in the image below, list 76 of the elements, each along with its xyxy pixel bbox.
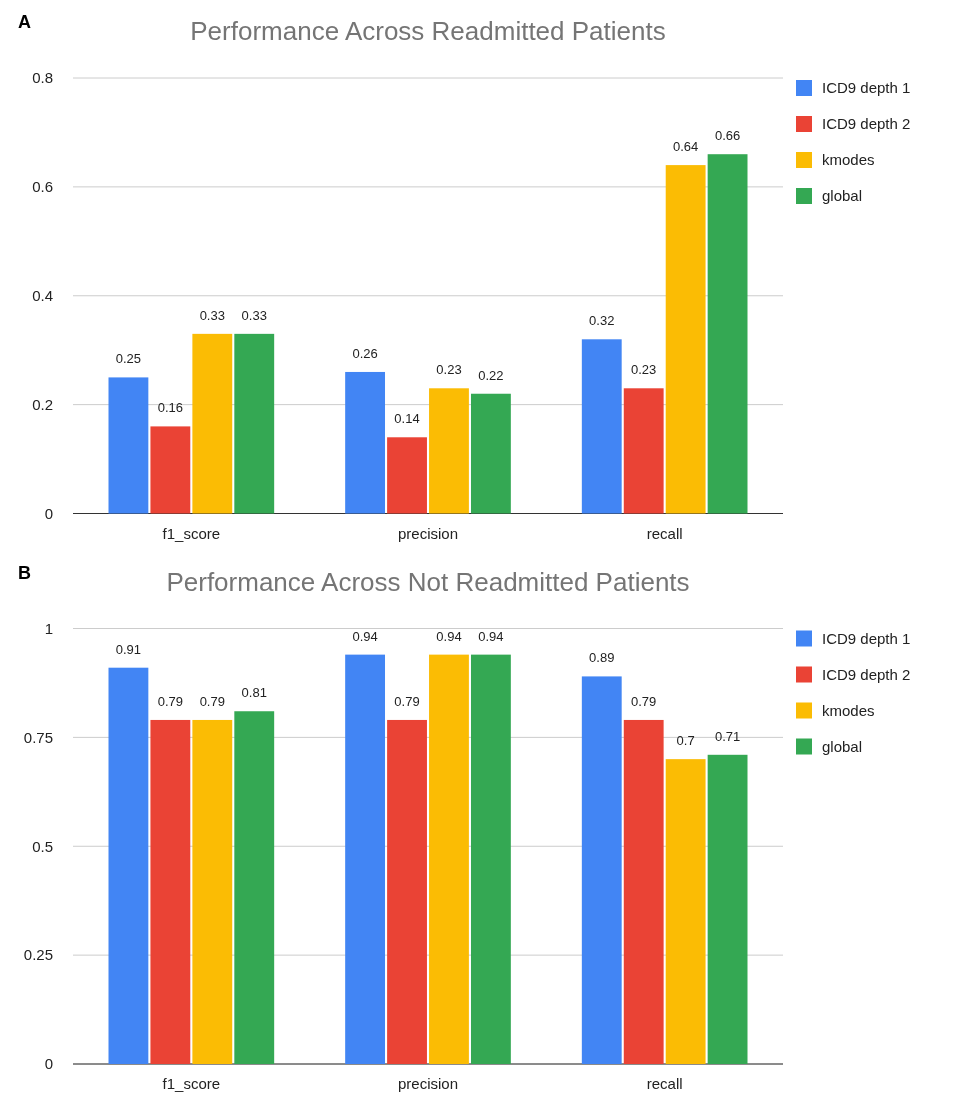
data-label: 0.79 (394, 693, 420, 709)
bar (581, 339, 622, 514)
legend-label: kmodes (822, 701, 875, 719)
bar (150, 426, 191, 514)
x-tick-label: precision (397, 524, 459, 542)
bar (108, 667, 149, 1064)
bar (192, 719, 233, 1064)
bar (429, 388, 469, 514)
text: A (18, 12, 31, 32)
bar (623, 719, 664, 1064)
data-label: 0.22 (478, 367, 504, 383)
data-label: 0.81 (241, 685, 267, 701)
legend-label: ICD9 depth 1 (822, 79, 911, 97)
bar (150, 719, 191, 1064)
y-tick-label: 0.5 (32, 837, 53, 855)
data-label: 0.7 (676, 733, 695, 749)
data-label: 0.71 (714, 728, 741, 744)
bar (387, 437, 427, 514)
legend-label: kmodes (822, 151, 875, 169)
data-label: 0.64 (672, 139, 699, 155)
data-label: 0.25 (115, 351, 142, 367)
legend-label: global (822, 187, 863, 205)
data-label: 0.26 (352, 345, 378, 361)
bar (665, 759, 706, 1064)
legend-label: ICD9 depth 1 (822, 629, 911, 647)
data-label: 0.79 (157, 693, 184, 709)
legend-label: ICD9 depth 2 (822, 665, 911, 683)
bar (623, 388, 664, 514)
bar (429, 654, 469, 1064)
data-label: 0.91 (115, 641, 142, 657)
text: B (18, 562, 31, 583)
y-tick-label: 0.4 (32, 287, 53, 304)
bar (707, 754, 748, 1064)
bar (345, 371, 386, 514)
legend-label: global (822, 737, 863, 755)
y-tick-label: 0.6 (32, 178, 53, 196)
y-tick-label: 0 (44, 504, 53, 522)
y-tick-label: 1 (44, 619, 53, 637)
bar (470, 654, 511, 1064)
bar (707, 154, 748, 514)
bar (192, 333, 233, 514)
x-tick-label: f1_score (162, 1075, 221, 1092)
y-tick-label: 0 (44, 1055, 53, 1073)
bar (387, 719, 427, 1064)
bar (665, 165, 706, 514)
y-tick-label: 0.2 (32, 395, 53, 413)
y-tick-label: 0.75 (23, 728, 53, 746)
data-label: 0.79 (631, 693, 657, 709)
x-tick-label: recall (646, 524, 683, 542)
bar (345, 654, 386, 1064)
data-label: 0.89 (589, 650, 615, 666)
data-label: 0.33 (241, 307, 267, 323)
data-label: 0.16 (157, 400, 184, 416)
x-tick-label: f1_score (162, 524, 221, 542)
bar (470, 393, 511, 514)
bar (581, 676, 622, 1064)
chart-title: Performance Across Readmitted Patients (190, 16, 666, 46)
data-label: 0.14 (394, 411, 420, 427)
data-label: 0.33 (199, 307, 225, 323)
data-label: 0.79 (199, 693, 225, 709)
x-tick-label: precision (397, 1075, 459, 1092)
data-label: 0.94 (352, 628, 378, 644)
data-label: 0.23 (436, 362, 462, 378)
data-label: 0.94 (478, 628, 504, 644)
x-tick-label: recall (646, 1075, 683, 1092)
data-label: 0.32 (589, 313, 615, 329)
bar (234, 711, 275, 1064)
data-label: 0.23 (631, 362, 657, 378)
bar (234, 333, 275, 514)
chart-title: Performance Across Not Readmitted Patients (166, 566, 690, 597)
y-tick-label: 0.25 (23, 946, 53, 964)
bar (108, 377, 149, 514)
y-tick-label: 0.8 (32, 69, 53, 87)
data-label: 0.94 (436, 628, 462, 644)
data-label: 0.66 (714, 128, 741, 144)
legend-label: ICD9 depth 2 (822, 115, 911, 133)
